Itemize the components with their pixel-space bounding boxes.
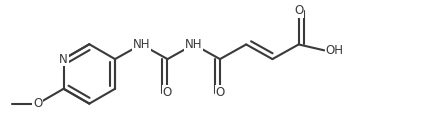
Text: O: O — [293, 4, 302, 17]
Text: OH: OH — [325, 44, 342, 57]
Text: NH: NH — [132, 38, 150, 51]
Text: N: N — [59, 53, 68, 66]
Text: NH: NH — [184, 38, 202, 51]
Text: O: O — [215, 86, 224, 99]
Text: O: O — [162, 86, 172, 99]
Text: O: O — [33, 97, 43, 110]
